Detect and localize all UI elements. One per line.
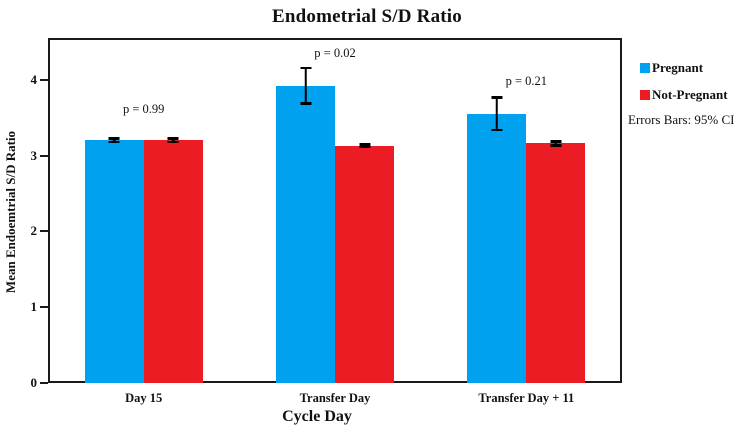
y-tick-mark [40, 306, 48, 309]
error-bar-part [495, 96, 499, 132]
error-bar-part [304, 66, 307, 105]
error-bar-part [108, 140, 120, 144]
error-bar-pregnant-transfer-day-11 [491, 96, 503, 132]
bar-not-pregnant-transfer-day [335, 145, 394, 383]
error-bar-part [359, 145, 370, 149]
bar-pregnant-transfer-day [276, 85, 335, 383]
x-axis-label: Cycle Day [282, 408, 352, 425]
error-bar-part [491, 96, 503, 99]
x-axis-category-label-transfer-day-11: Transfer Day + 11 [478, 391, 575, 405]
error-bar-not-pregnant-transfer-day [359, 143, 371, 149]
x-axis-category-label-transfer-day: Transfer Day [299, 391, 371, 405]
y-tick-label: 2 [30, 223, 38, 239]
error-bar-part [554, 140, 558, 147]
bar-pregnant-transfer-day-11 [467, 113, 527, 383]
legend: Pregnant Not-Pregnant [640, 60, 728, 114]
error-bar-part [300, 102, 311, 105]
error-bar-not-pregnant-day-15 [167, 137, 179, 144]
bar-pregnant-day-15 [84, 140, 144, 383]
bar-not-pregnant-day-15 [143, 140, 203, 383]
y-tick-mark [40, 230, 48, 233]
legend-swatch-icon [640, 90, 650, 100]
error-bar-part [550, 144, 562, 147]
error-bar-part [550, 140, 562, 143]
error-bar-part [300, 66, 311, 70]
y-tick-label: 3 [30, 147, 38, 163]
p-value-label-transfer-day-11: p = 0.21 [505, 74, 548, 88]
y-tick-mark [40, 154, 48, 157]
y-tick-mark [40, 382, 48, 384]
error-bar-part [108, 137, 120, 140]
legend-label: Not-Pregnant [652, 87, 728, 102]
y-tick-label: 4 [30, 71, 38, 87]
error-bar-part [171, 137, 175, 144]
legend-item-pregnant: Pregnant [640, 60, 728, 76]
p-value-label-day-15: p = 0.99 [122, 102, 165, 116]
error-bar-part [359, 143, 370, 146]
y-tick-label: 1 [30, 299, 38, 315]
error-bar-part [112, 137, 116, 144]
y-tick-mark [40, 78, 48, 81]
legend-label: Pregnant [652, 60, 704, 75]
x-axis-category-label-day-15: Day 15 [125, 391, 163, 405]
p-value-label-transfer-day: p = 0.02 [314, 46, 356, 60]
error-bar-part [167, 137, 179, 140]
error-bar-not-pregnant-transfer-day-11 [550, 140, 562, 147]
error-bar-part [491, 128, 503, 132]
y-tick-label: 0 [30, 375, 38, 390]
error-bar-pregnant-transfer-day [300, 66, 312, 105]
legend-item-not-pregnant: Not-Pregnant [640, 87, 728, 103]
legend-swatch-icon [640, 63, 650, 73]
error-bar-part [167, 140, 179, 144]
error-bar-pregnant-day-15 [108, 137, 120, 144]
legend-note: Errors Bars: 95% CI [628, 112, 735, 127]
chart-title: Endometrial S/D Ratio [272, 6, 462, 27]
bar-not-pregnant-transfer-day-11 [526, 143, 586, 383]
